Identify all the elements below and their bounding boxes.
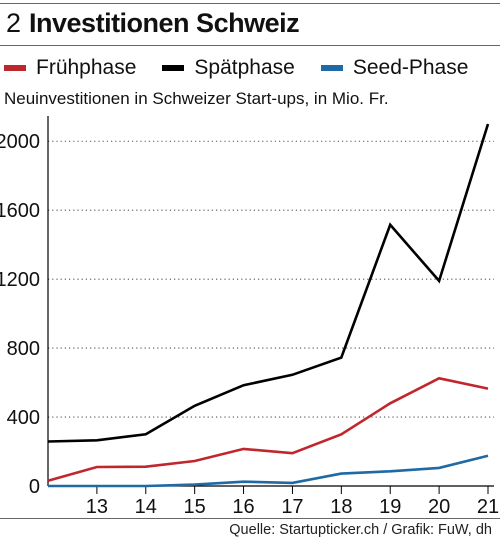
legend-swatch-fruehphase: [4, 65, 26, 71]
x-tick-label: 18: [330, 496, 352, 518]
legend-item-fruehphase: Frühphase: [4, 56, 136, 80]
y-tick-label: 400: [7, 407, 40, 429]
top-rule: [0, 3, 500, 4]
legend-label-fruehphase: Frühphase: [36, 56, 137, 79]
chart-title: 2 Investitionen Schweiz: [6, 6, 300, 40]
title-rule: [0, 45, 500, 46]
series-line-seedphase: [48, 454, 489, 488]
y-tick-label: 800: [7, 338, 40, 360]
grid: [48, 140, 494, 418]
y-tick-label: 0: [29, 476, 40, 498]
figure-title: Investitionen Schweiz: [29, 8, 300, 38]
x-tick-label: 16: [232, 496, 254, 518]
legend-label-spaetphase: Spätphase: [194, 56, 295, 79]
source-note: Quelle: Startupticker.ch / Grafik: FuW, …: [229, 522, 492, 538]
y-axis: 0 400 800 1200 1600 2000: [0, 116, 49, 498]
legend-item-spaetphase: Spätphase: [162, 56, 295, 80]
series-line-sptphase: [47, 123, 490, 443]
x-tick-label: 21: [477, 496, 499, 518]
legend-item-seedphase: Seed-Phase: [320, 56, 469, 80]
y-tick-label: 2000: [0, 131, 40, 153]
series-line-frhphase: [47, 376, 489, 483]
bottom-rule: [0, 518, 500, 519]
legend-swatch-spaetphase: [162, 65, 185, 71]
legend-label-seedphase: Seed-Phase: [352, 56, 469, 79]
figure-number: 2: [6, 8, 22, 38]
chart-subtitle: Neuinvestitionen in Schweizer Start-ups,…: [4, 89, 389, 108]
x-tick-label: 15: [184, 496, 206, 518]
legend: Frühphase Spätphase Seed-Phase: [4, 54, 494, 82]
x-axis: 13 14 15 16 17 18 19 20 21: [48, 485, 499, 518]
y-tick-label: 1200: [0, 269, 40, 291]
y-tick-label: 1600: [0, 200, 40, 222]
x-tick-label: 20: [428, 496, 450, 518]
x-tick-label: 13: [86, 496, 108, 518]
x-tick-label: 17: [281, 496, 303, 518]
legend-swatch-seedphase: [320, 65, 343, 71]
x-tick-label: 19: [379, 496, 401, 518]
series-lines: [47, 123, 490, 488]
x-tick-label: 14: [135, 496, 157, 518]
